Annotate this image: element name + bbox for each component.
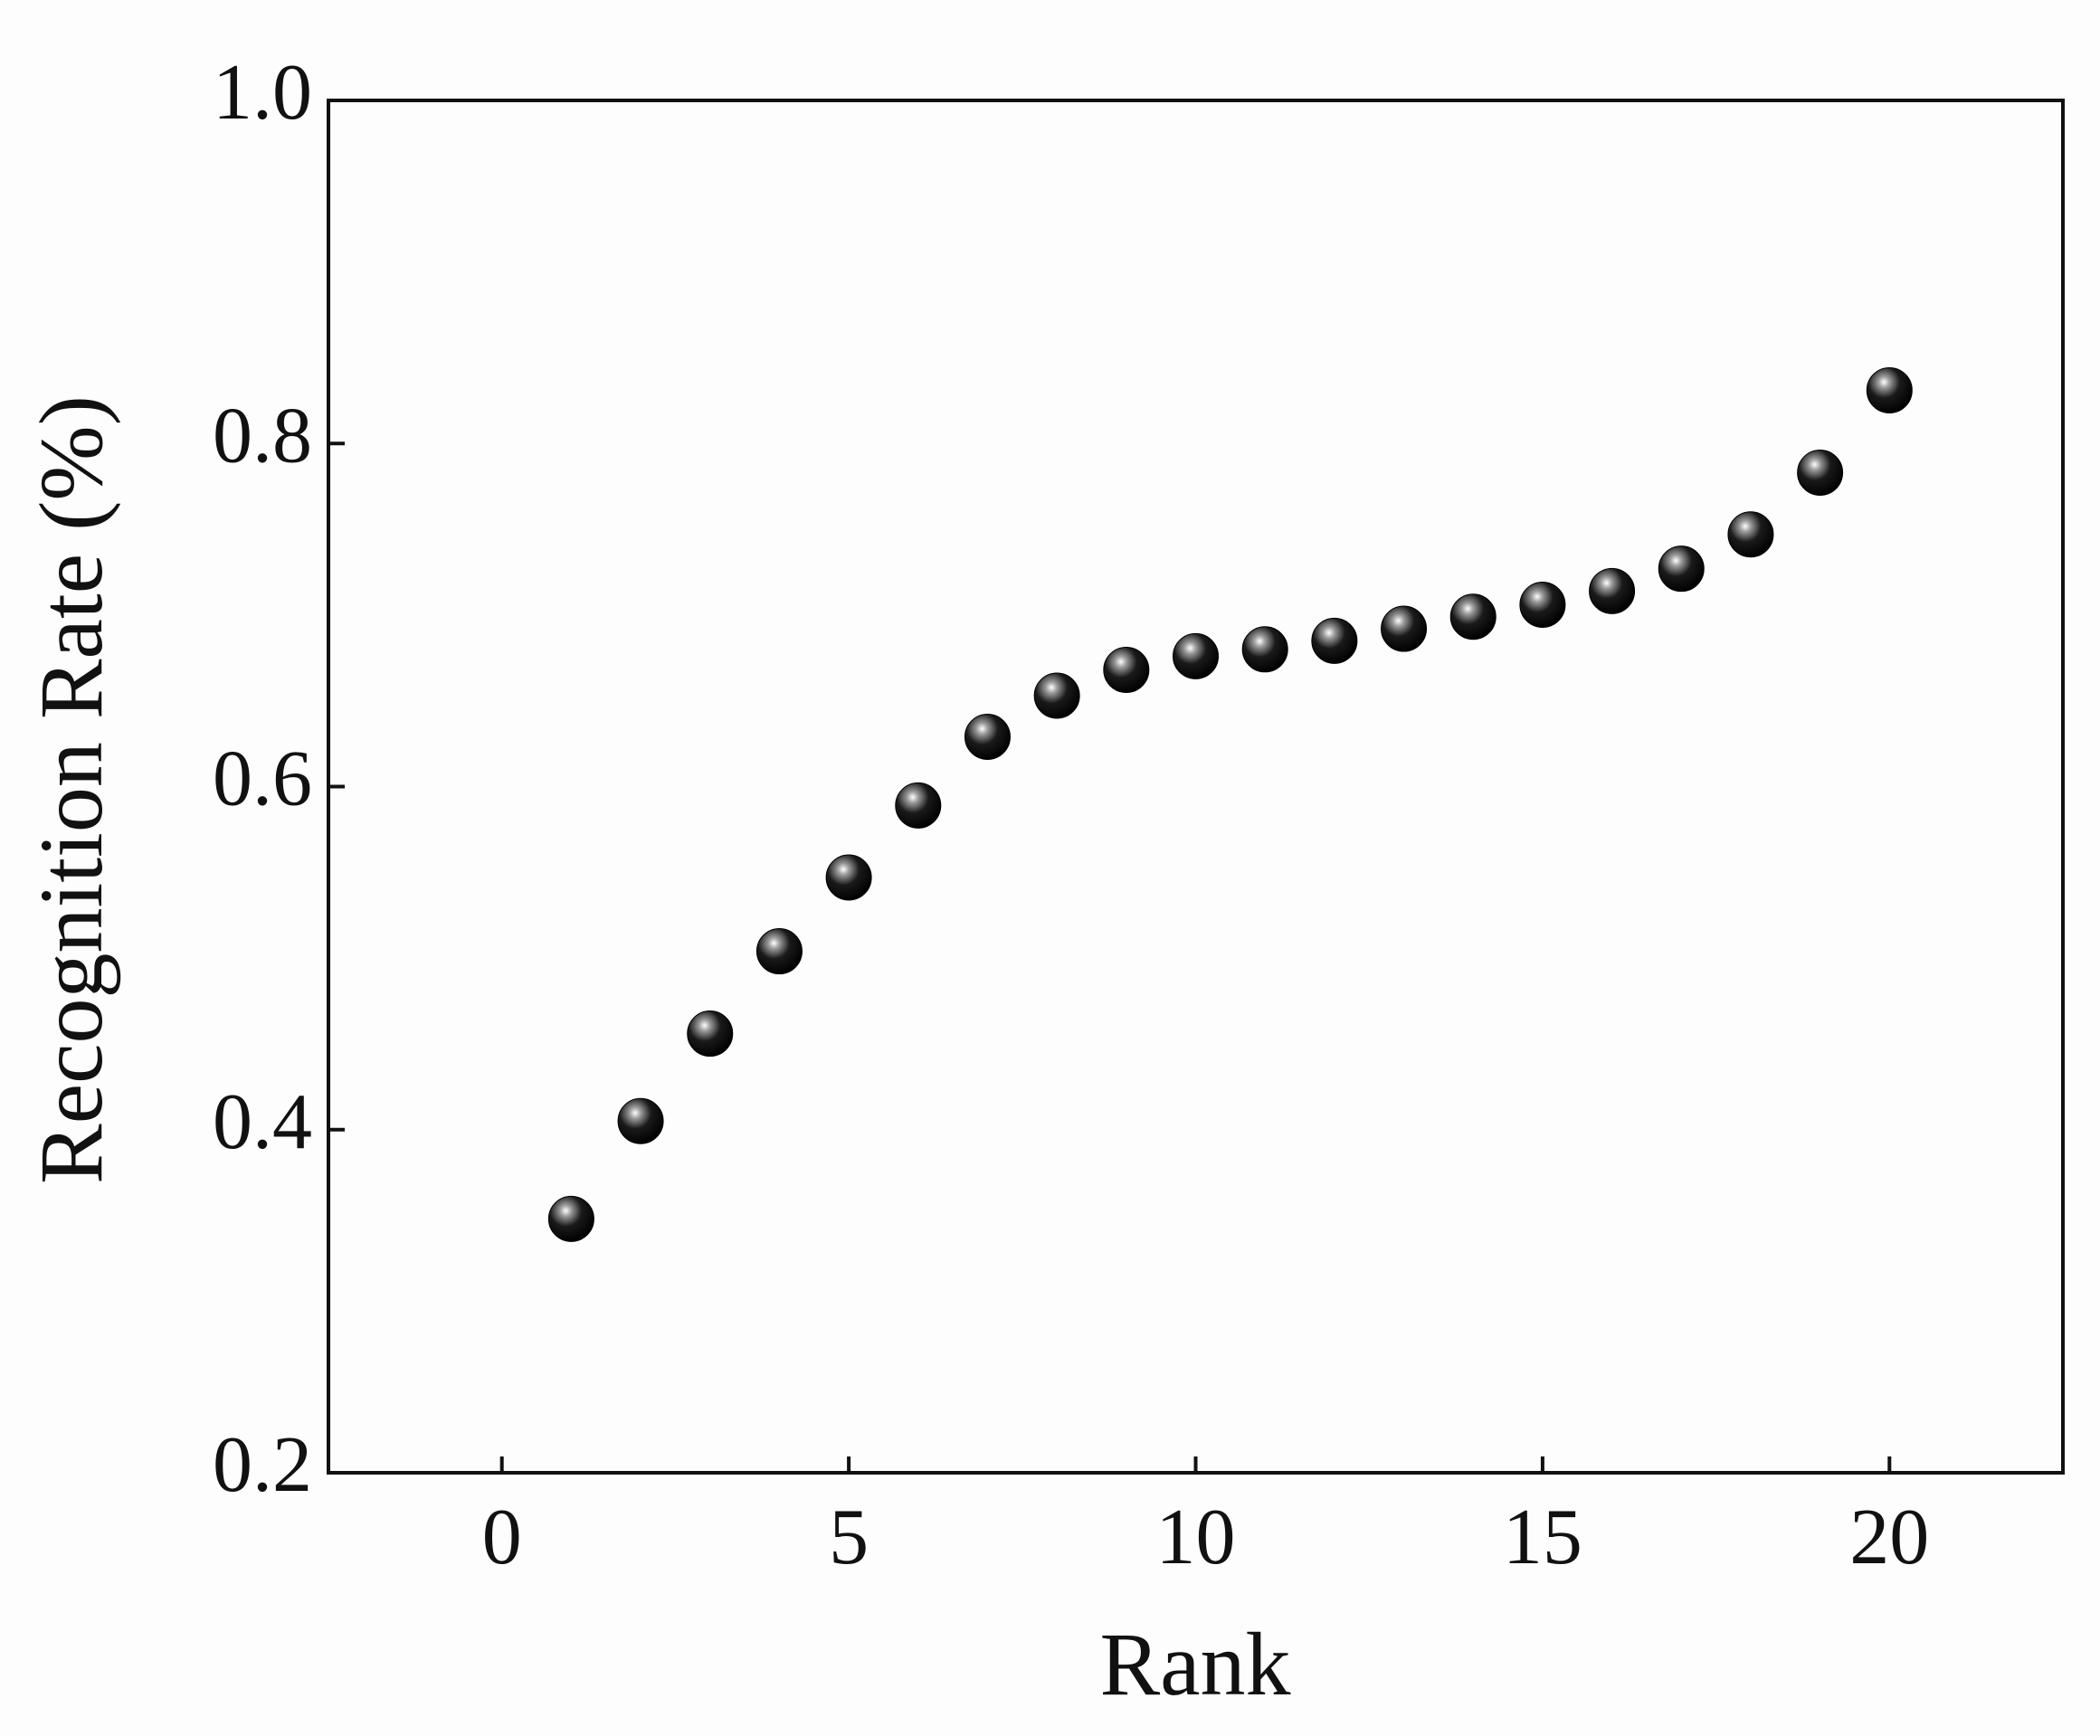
point	[895, 782, 942, 829]
point	[755, 928, 803, 975]
point	[1727, 511, 1774, 558]
y-tick-label: 0.2	[213, 1421, 312, 1509]
point	[547, 1195, 594, 1242]
point	[687, 1010, 734, 1058]
y-tick-label: 1.0	[213, 49, 312, 137]
point	[964, 714, 1011, 761]
y-tick-label: 0.8	[213, 392, 312, 479]
point	[617, 1097, 664, 1144]
point	[1311, 617, 1358, 664]
x-tick-label: 20	[1849, 1494, 1929, 1581]
point	[825, 854, 872, 901]
plot-frame	[327, 99, 2065, 1475]
point	[1866, 366, 1913, 413]
point	[1033, 672, 1080, 719]
x-tick-label: 0	[482, 1494, 522, 1581]
x-axis-label: Rank	[1099, 1614, 1290, 1714]
x-tick-label: 10	[1156, 1494, 1236, 1581]
x-tick-label: 15	[1503, 1494, 1582, 1581]
point	[1449, 593, 1497, 640]
y-axis-label: Recognition Rate (%)	[21, 395, 121, 1184]
point	[1589, 567, 1636, 614]
y-tick-label: 0.4	[213, 1078, 312, 1166]
point	[1241, 626, 1288, 673]
point	[1103, 647, 1150, 694]
y-tick-label: 0.6	[213, 735, 312, 823]
point	[1519, 581, 1566, 628]
point	[1797, 449, 1844, 496]
x-tick-label: 5	[829, 1494, 869, 1581]
point	[1658, 545, 1705, 593]
point	[1173, 632, 1219, 679]
point	[1381, 605, 1428, 652]
